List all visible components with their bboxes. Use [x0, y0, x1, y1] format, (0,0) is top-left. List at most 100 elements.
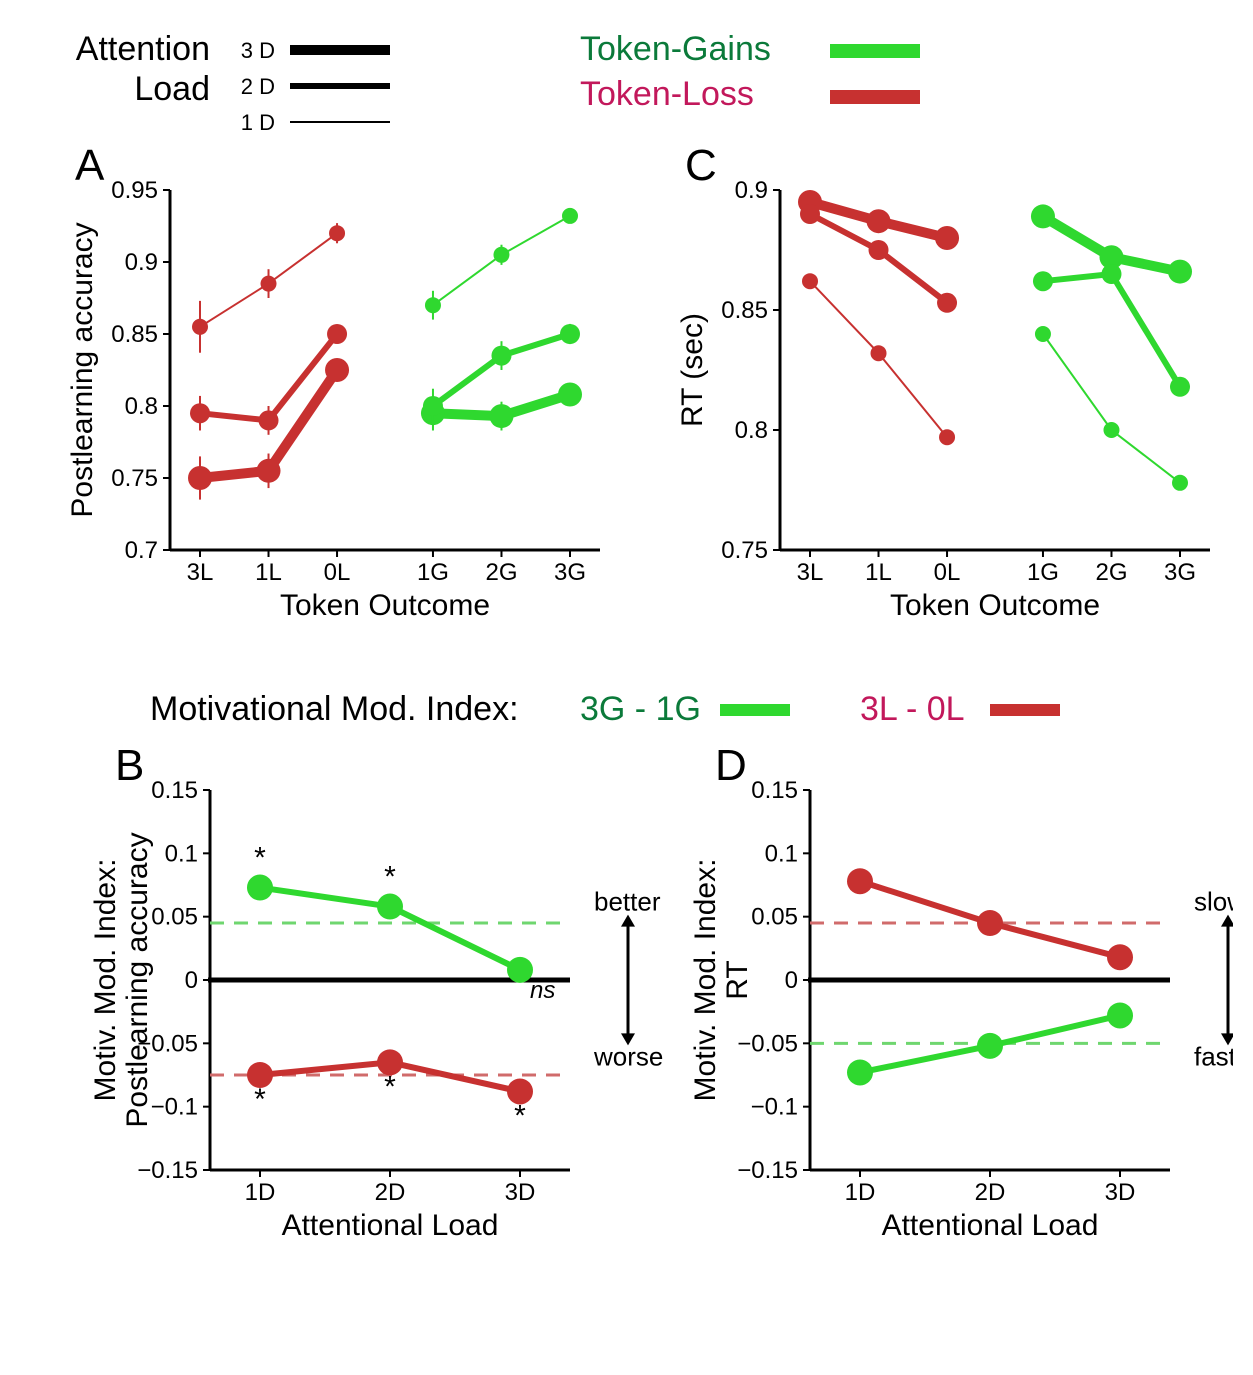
y-tick-label: 0.05	[751, 904, 798, 931]
series-marker	[192, 319, 208, 335]
legend-loss-label: Token-Loss	[580, 75, 754, 113]
panel-letter: C	[685, 141, 717, 190]
x-tick-label: 2G	[485, 559, 517, 586]
y-tick-label: 0.7	[125, 537, 158, 564]
series-marker	[1033, 271, 1053, 291]
y-axis-label: Motiv. Mod. Index:	[689, 859, 722, 1102]
mid-legend-loss-chip	[990, 704, 1060, 716]
series-marker	[939, 429, 955, 445]
series-marker	[847, 1059, 873, 1085]
mid-legend-gain-chip	[720, 704, 790, 716]
x-tick-label: 1L	[255, 559, 282, 586]
x-tick-label: 2D	[375, 1179, 406, 1206]
y-tick-label: 0.75	[721, 537, 768, 564]
x-tick-label: 3D	[1105, 1179, 1136, 1206]
y-tick-label: 0.9	[125, 249, 158, 276]
series-marker	[423, 396, 443, 416]
legend-loss-chip	[830, 90, 920, 104]
panel-C: C0.750.80.850.9RT (sec)3L1L0L1G2G3GToken…	[676, 141, 1210, 622]
panel-letter: B	[115, 741, 144, 790]
series-marker	[247, 875, 273, 901]
series-marker	[491, 346, 511, 366]
y-tick-label: 0.15	[151, 777, 198, 804]
y-axis-label: RT (sec)	[676, 313, 709, 427]
series-marker	[425, 297, 441, 313]
series-marker	[800, 204, 820, 224]
y-tick-label: 0	[785, 967, 798, 994]
x-tick-label: 2D	[975, 1179, 1006, 1206]
sig-star: *	[514, 1099, 526, 1132]
series-marker	[935, 226, 959, 250]
figure-svg: AttentionLoad3 D2 D1 DToken-GainsToken-L…	[20, 20, 1233, 1355]
y-tick-label: −0.15	[137, 1157, 198, 1184]
y-tick-label: 0.1	[765, 840, 798, 867]
series-marker	[869, 240, 889, 260]
series-marker	[977, 910, 1003, 936]
x-axis-label: Token Outcome	[280, 589, 490, 622]
annotation-lower: faster	[1194, 1041, 1233, 1071]
x-tick-label: 1D	[845, 1179, 876, 1206]
series-marker	[489, 404, 513, 428]
x-tick-label: 0L	[324, 559, 351, 586]
series-marker	[1035, 326, 1051, 342]
series-marker	[802, 273, 818, 289]
series-marker	[1170, 377, 1190, 397]
series-marker	[329, 225, 345, 241]
y-tick-label: 0.05	[151, 904, 198, 931]
mid-legend-title: Motivational Mod. Index:	[150, 690, 519, 728]
series-marker	[937, 293, 957, 313]
legend-level-label: 1 D	[241, 110, 275, 135]
legend-gain-chip	[830, 44, 920, 58]
sig-star: *	[254, 1083, 266, 1116]
x-tick-label: 1L	[865, 559, 892, 586]
series-marker	[1101, 264, 1121, 284]
series-marker	[977, 1033, 1003, 1059]
series-marker	[325, 358, 349, 382]
legend-level-label: 3 D	[241, 38, 275, 63]
series-marker	[188, 466, 212, 490]
x-tick-label: 3L	[187, 559, 214, 586]
legend-level-label: 2 D	[241, 74, 275, 99]
x-tick-label: 3L	[797, 559, 824, 586]
y-tick-label: 0.1	[165, 840, 198, 867]
y-tick-label: −0.05	[737, 1030, 798, 1057]
y-tick-label: 0.15	[751, 777, 798, 804]
mid-legend-loss-label: 3L - 0L	[860, 690, 965, 728]
x-tick-label: 0L	[934, 559, 961, 586]
sig-ns: ns	[530, 977, 555, 1004]
y-tick-label: −0.15	[737, 1157, 798, 1184]
mid-legend-gain-label: 3G - 1G	[580, 690, 701, 728]
annotation-lower: worse	[593, 1041, 663, 1071]
y-tick-label: 0.85	[111, 321, 158, 348]
x-tick-label: 1G	[1027, 559, 1059, 586]
y-tick-label: 0.75	[111, 465, 158, 492]
annotation-upper: slower	[1194, 887, 1233, 917]
series-marker	[560, 324, 580, 344]
series-marker	[190, 403, 210, 423]
sig-star: *	[384, 1070, 396, 1103]
x-tick-label: 1D	[245, 1179, 276, 1206]
y-tick-label: 0.9	[735, 177, 768, 204]
sig-star: *	[384, 861, 396, 894]
x-tick-label: 2G	[1095, 559, 1127, 586]
series-marker	[1168, 260, 1192, 284]
x-tick-label: 3G	[554, 559, 586, 586]
y-tick-label: 0.8	[125, 393, 158, 420]
figure-root: AttentionLoad3 D2 D1 DToken-GainsToken-L…	[20, 20, 1233, 1355]
series-marker	[1103, 422, 1119, 438]
y-axis-label: RT	[721, 960, 754, 999]
x-tick-label: 3G	[1164, 559, 1196, 586]
series-marker	[1107, 944, 1133, 970]
panel-letter: D	[715, 741, 747, 790]
series-marker	[261, 276, 277, 292]
panel-letter: A	[75, 141, 105, 190]
series-marker	[259, 410, 279, 430]
series-marker	[257, 459, 281, 483]
x-tick-label: 1G	[417, 559, 449, 586]
x-axis-label: Attentional Load	[282, 1209, 499, 1242]
series-marker	[1031, 204, 1055, 228]
y-tick-label: 0	[185, 967, 198, 994]
x-axis-label: Attentional Load	[882, 1209, 1099, 1242]
series-marker	[327, 324, 347, 344]
y-axis-label: Postlearning accuracy	[121, 832, 154, 1127]
